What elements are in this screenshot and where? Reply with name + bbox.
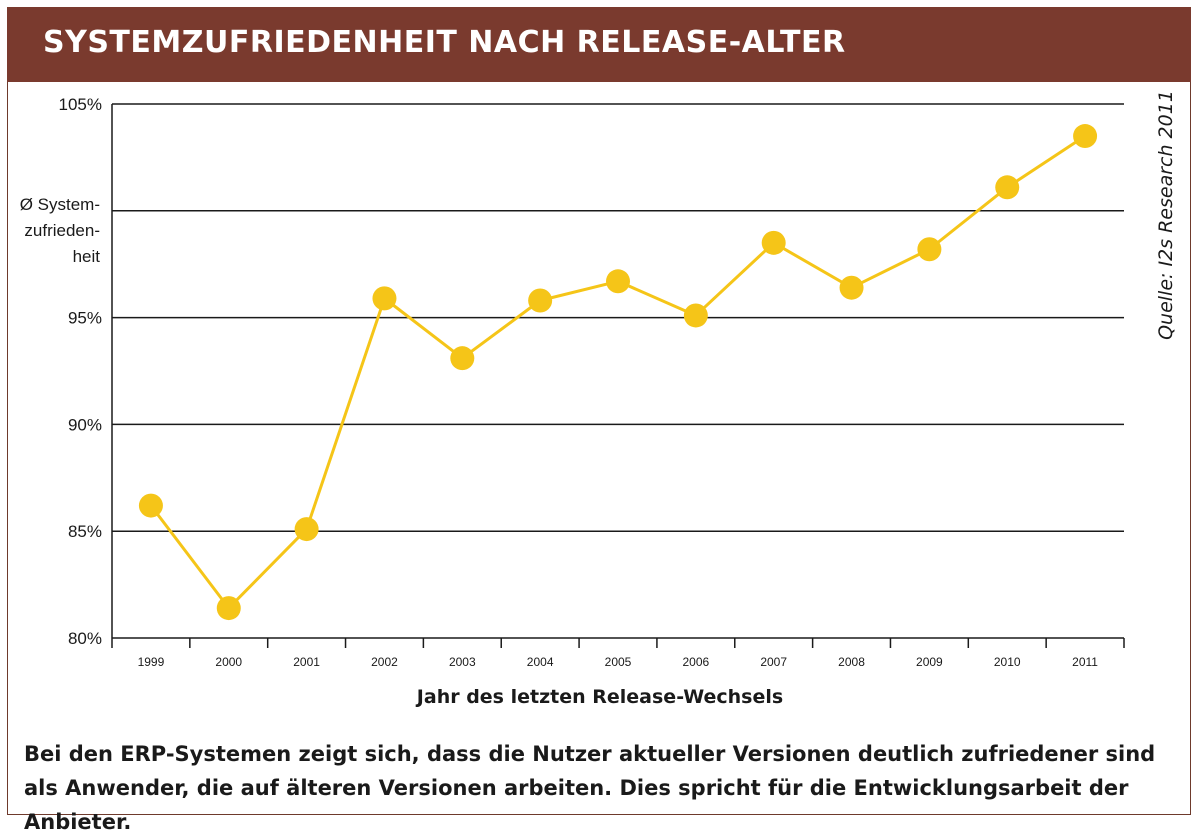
x-tick-label: 2004 — [527, 655, 554, 669]
y-tick-label: 80% — [68, 629, 102, 648]
chart-caption: Bei den ERP-Systemen zeigt sich, dass di… — [24, 742, 1156, 834]
x-axis-label: Jahr des letzten Release-Wechsels — [416, 686, 784, 708]
x-tick-label: 2005 — [605, 655, 632, 669]
data-point — [216, 596, 241, 621]
x-tick-label: 1999 — [138, 655, 165, 669]
data-point — [294, 517, 319, 542]
data-point — [138, 493, 163, 518]
data-point — [917, 237, 942, 262]
data-point — [450, 346, 475, 371]
x-tick-label: 2006 — [682, 655, 709, 669]
y-tick-label: 95% — [68, 309, 102, 328]
x-tick-label: 2009 — [916, 655, 943, 669]
y-tick-label: 105% — [59, 95, 102, 114]
y-axis-label-line: zufrieden- — [24, 221, 100, 240]
chart-frame — [7, 7, 1191, 815]
x-tick-label: 2001 — [293, 655, 320, 669]
y-axis-label-line: Ø System- — [20, 195, 100, 214]
x-tick-label: 2002 — [371, 655, 398, 669]
data-point — [839, 275, 864, 300]
data-point — [1073, 124, 1098, 149]
x-tick-label: 2007 — [760, 655, 787, 669]
x-tick-label: 2010 — [994, 655, 1021, 669]
x-tick-label: 2000 — [215, 655, 242, 669]
data-point — [761, 230, 786, 255]
data-point — [372, 286, 397, 311]
x-tick-label: 2011 — [1072, 655, 1098, 669]
y-tick-label: 85% — [68, 522, 102, 541]
data-point — [683, 303, 708, 328]
data-point — [606, 269, 630, 294]
x-tick-label: 2008 — [838, 655, 865, 669]
y-tick-label: 90% — [68, 415, 102, 434]
x-tick-label: 2003 — [449, 655, 476, 669]
title-bar: SYSTEMZUFRIEDENHEIT NACH RELEASE-ALTER — [7, 7, 1191, 82]
source-note: Quelle: I2s Research 2011 — [1155, 90, 1177, 340]
chart-title: SYSTEMZUFRIEDENHEIT NACH RELEASE-ALTER — [43, 25, 846, 60]
data-point — [995, 175, 1020, 200]
y-axis-label-line: heit — [73, 247, 101, 266]
data-point — [528, 288, 553, 313]
series-line — [149, 134, 1086, 610]
